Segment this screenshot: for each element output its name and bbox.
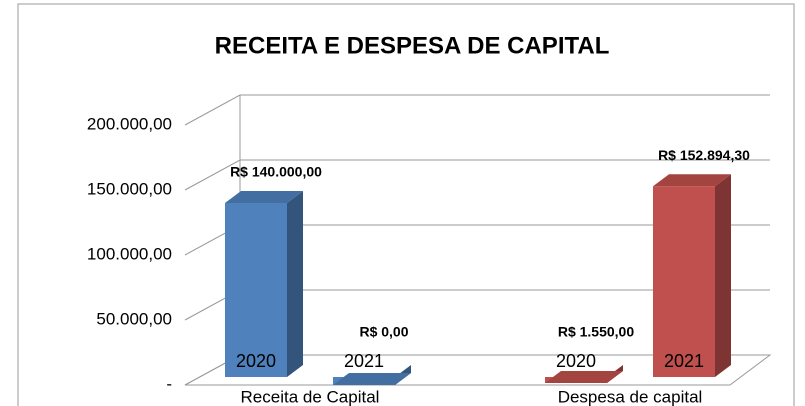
y-tick-label: 150.000,00 bbox=[87, 179, 172, 198]
y-tick-label: 200.000,00 bbox=[87, 114, 172, 133]
series-label: 2021 bbox=[344, 351, 384, 371]
chart-title: RECEITA E DESPESA DE CAPITAL bbox=[215, 32, 610, 59]
y-tick-label: 50.000,00 bbox=[96, 309, 172, 328]
value-label: R$ 1.550,00 bbox=[558, 324, 634, 340]
bar-face bbox=[225, 191, 303, 203]
bar-face bbox=[225, 203, 287, 377]
value-label: R$ 152.894,30 bbox=[658, 147, 750, 163]
value-label: R$ 140.000,00 bbox=[230, 164, 322, 180]
bar-face bbox=[653, 186, 715, 377]
bar-face bbox=[545, 370, 623, 383]
bar-face bbox=[653, 174, 731, 187]
series-label: 2020 bbox=[236, 351, 276, 371]
x-tick-label: Despesa de capital bbox=[558, 387, 703, 406]
y-tick-label: - bbox=[166, 374, 172, 393]
bar-face bbox=[715, 174, 731, 377]
bar bbox=[545, 365, 623, 383]
grid-line bbox=[184, 159, 770, 191]
series-label: 2020 bbox=[556, 351, 596, 371]
x-tick-label: Receita de Capital bbox=[241, 387, 380, 406]
bar bbox=[653, 174, 731, 377]
y-tick-label: 100.000,00 bbox=[87, 244, 172, 263]
bar-face bbox=[287, 191, 303, 377]
grid-line bbox=[184, 94, 770, 126]
bar-face bbox=[333, 373, 411, 385]
bar bbox=[225, 191, 303, 377]
value-label: R$ 0,00 bbox=[359, 324, 408, 340]
bar bbox=[333, 365, 411, 385]
series-label: 2021 bbox=[664, 351, 704, 371]
